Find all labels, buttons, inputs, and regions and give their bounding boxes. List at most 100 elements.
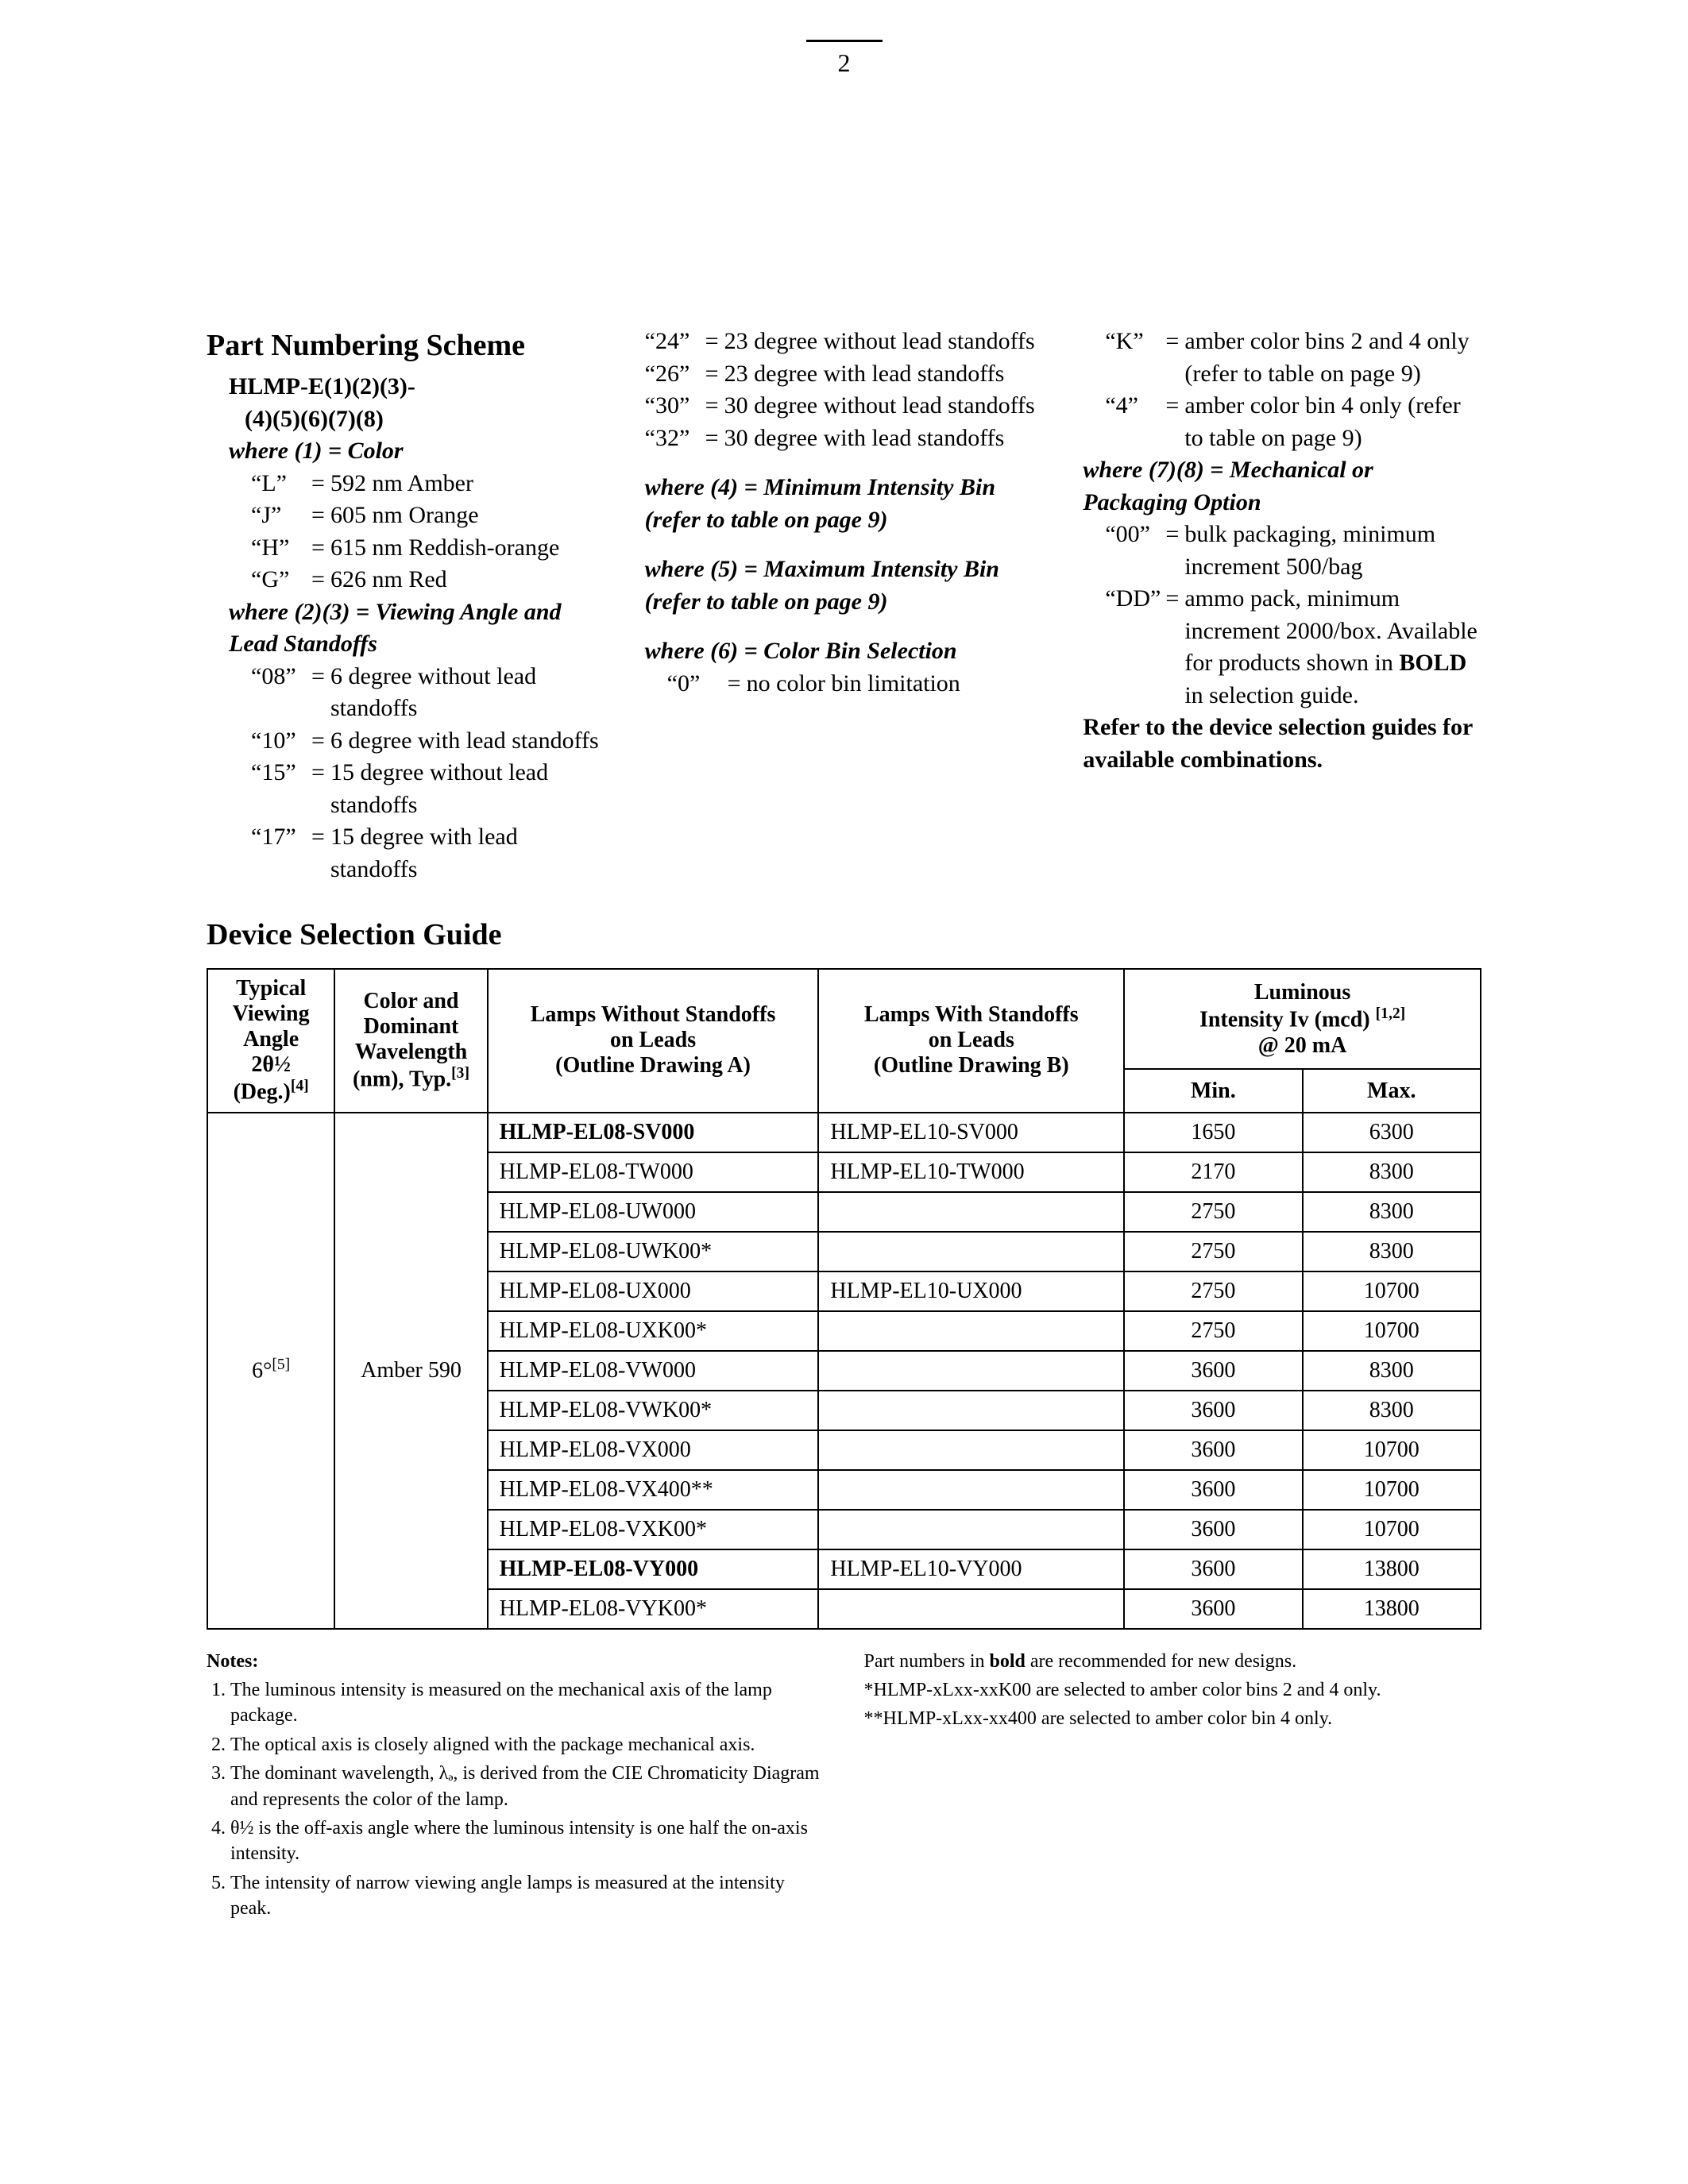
table-row: 6°[5]Amber 590HLMP-EL08-SV000HLMP-EL10-S…: [207, 1113, 1481, 1152]
col-3: “K”=amber color bins 2 and 4 only (refer…: [1083, 326, 1481, 886]
cell-pn-b: [818, 1391, 1124, 1430]
cell-pn-a: HLMP-EL08-UW000: [488, 1192, 819, 1232]
cell-pn-b: [818, 1470, 1124, 1510]
where-23-list-b: “24”=23 degree without lead standoffs“26…: [645, 326, 1044, 454]
cell-pn-b: [818, 1351, 1124, 1391]
notes-r1-bold: bold: [989, 1651, 1025, 1672]
cell-min: 3600: [1124, 1470, 1302, 1510]
cell-pn-b: [818, 1192, 1124, 1232]
device-guide-title: Device Selection Guide: [207, 917, 1481, 952]
cell-pn-b: HLMP-EL10-TW000: [818, 1152, 1124, 1192]
notes-title: Notes:: [207, 1649, 825, 1674]
def-item: “30”=30 degree without lead standoffs: [645, 390, 1044, 423]
where-6-head: where (6) = Color Bin Selection: [645, 635, 1044, 668]
notes-wrap: Notes: The luminous intensity is measure…: [207, 1649, 1481, 1925]
def-item: “L”=592 nm Amber: [251, 468, 605, 500]
cell-pn-a: HLMP-EL08-VXK00*: [488, 1510, 819, 1549]
def-item: “32”=30 degree with lead standoffs: [645, 423, 1044, 455]
cell-min: 3600: [1124, 1510, 1302, 1549]
def-item: “00”=bulk packaging, minimum increment 5…: [1105, 519, 1481, 583]
cell-pn-b: [818, 1589, 1124, 1629]
th-with-standoffs: Lamps With Standoffs on Leads (Outline D…: [818, 969, 1124, 1112]
cell-max: 10700: [1303, 1470, 1481, 1510]
notes-list: The luminous intensity is measured on th…: [207, 1677, 825, 1922]
where-4-head: where (4) = Minimum Intensity Bin (refer…: [645, 472, 1044, 536]
hlmp-line-1: HLMP-E(1)(2)(3)-: [229, 371, 605, 403]
notes-right: Part numbers in bold are recommended for…: [864, 1649, 1482, 1925]
cell-pn-b: [818, 1311, 1124, 1351]
th-angle: Typical Viewing Angle 2θ½ (Deg.)[4]: [207, 969, 334, 1112]
cell-pn-a: HLMP-EL08-SV000: [488, 1113, 819, 1152]
cell-pn-b: HLMP-EL10-SV000: [818, 1113, 1124, 1152]
cell-min: 3600: [1124, 1430, 1302, 1470]
def-item: “J”=605 nm Orange: [251, 500, 605, 532]
th-max: Max.: [1303, 1069, 1481, 1112]
def-item: “K”=amber color bins 2 and 4 only (refer…: [1105, 326, 1481, 390]
cell-max: 6300: [1303, 1113, 1481, 1152]
th-luminous: Luminous Intensity Iv (mcd) [1,2] @ 20 m…: [1124, 969, 1481, 1069]
cell-min: 2170: [1124, 1152, 1302, 1192]
part-numbering-columns: Part Numbering Scheme HLMP-E(1)(2)(3)- (…: [207, 326, 1481, 886]
cell-min: 3600: [1124, 1549, 1302, 1589]
cell-pn-a: HLMP-EL08-UXK00*: [488, 1311, 819, 1351]
where-23-list-a: “08”=6 degree without lead standoffs“10”…: [251, 661, 605, 886]
where-78-list: “00”=bulk packaging, minimum increment 5…: [1105, 519, 1481, 712]
def-item: “26”=23 degree with lead standoffs: [645, 358, 1044, 391]
cell-pn-a: HLMP-EL08-VX400**: [488, 1470, 819, 1510]
def-item: “08”=6 degree without lead standoffs: [251, 661, 605, 725]
th-min: Min.: [1124, 1069, 1302, 1112]
note-item: θ½ is the off-axis angle where the lumin…: [230, 1815, 825, 1867]
cell-pn-a: HLMP-EL08-VX000: [488, 1430, 819, 1470]
cell-max: 13800: [1303, 1589, 1481, 1629]
notes-r1-post: are recommended for new designs.: [1026, 1651, 1296, 1672]
cell-color: Amber 590: [334, 1113, 487, 1629]
where-6-list-a: “0”=no color bin limitation: [667, 668, 1044, 700]
def-item: “24”=23 degree without lead standoffs: [645, 326, 1044, 358]
cell-max: 10700: [1303, 1271, 1481, 1311]
cell-pn-a: HLMP-EL08-UWK00*: [488, 1232, 819, 1271]
th-without-standoffs: Lamps Without Standoffs on Leads (Outlin…: [488, 969, 819, 1112]
cell-min: 2750: [1124, 1192, 1302, 1232]
hlmp-line-2: (4)(5)(6)(7)(8): [245, 403, 605, 436]
cell-max: 8300: [1303, 1152, 1481, 1192]
table-head: Typical Viewing Angle 2θ½ (Deg.)[4] Colo…: [207, 969, 1481, 1112]
cell-max: 13800: [1303, 1549, 1481, 1589]
col-2: “24”=23 degree without lead standoffs“26…: [645, 326, 1044, 886]
def-item: “4”=amber color bin 4 only (refer to tab…: [1105, 390, 1481, 454]
def-item: “17”=15 degree with lead standoffs: [251, 821, 605, 886]
where-23-head: where (2)(3) = Viewing Angle and Lead St…: [229, 596, 605, 661]
cell-pn-a: HLMP-EL08-VY000: [488, 1549, 819, 1589]
def-item: “G”=626 nm Red: [251, 564, 605, 596]
cell-pn-a: HLMP-EL08-VWK00*: [488, 1391, 819, 1430]
cell-pn-a: HLMP-EL08-VW000: [488, 1351, 819, 1391]
where-1-list: “L”=592 nm Amber“J”=605 nm Orange“H”=615…: [251, 468, 605, 596]
cell-max: 10700: [1303, 1311, 1481, 1351]
notes-left: Notes: The luminous intensity is measure…: [207, 1649, 825, 1925]
cell-pn-b: HLMP-EL10-UX000: [818, 1271, 1124, 1311]
table-body: 6°[5]Amber 590HLMP-EL08-SV000HLMP-EL10-S…: [207, 1113, 1481, 1629]
page: 2 Part Numbering Scheme HLMP-E(1)(2)(3)-…: [0, 0, 1688, 2184]
cell-min: 3600: [1124, 1589, 1302, 1629]
cell-min: 1650: [1124, 1113, 1302, 1152]
note-item: The dominant wavelength, λₔ, is derived …: [230, 1761, 825, 1812]
cell-angle: 6°[5]: [207, 1113, 334, 1629]
notes-r2: *HLMP-xLxx-xxK00 are selected to amber c…: [864, 1677, 1482, 1703]
section-title: Part Numbering Scheme: [207, 326, 605, 366]
cell-pn-a: HLMP-EL08-TW000: [488, 1152, 819, 1192]
cell-pn-a: HLMP-EL08-VYK00*: [488, 1589, 819, 1629]
cell-pn-b: [818, 1232, 1124, 1271]
where-1-head: where (1) = Color: [229, 435, 605, 468]
cell-min: 3600: [1124, 1391, 1302, 1430]
cell-pn-a: HLMP-EL08-UX000: [488, 1271, 819, 1311]
where-5-head: where (5) = Maximum Intensity Bin (refer…: [645, 554, 1044, 618]
notes-r1-pre: Part numbers in: [864, 1651, 990, 1672]
selection-guide-table: Typical Viewing Angle 2θ½ (Deg.)[4] Colo…: [207, 968, 1481, 1629]
where-78-head: where (7)(8) = Mechanical or Packaging O…: [1083, 454, 1481, 519]
col-1: Part Numbering Scheme HLMP-E(1)(2)(3)- (…: [207, 326, 605, 886]
def-item: “15”=15 degree without lead standoffs: [251, 757, 605, 821]
cell-min: 2750: [1124, 1232, 1302, 1271]
cell-max: 8300: [1303, 1391, 1481, 1430]
def-item: “DD”=ammo pack, minimum increment 2000/b…: [1105, 583, 1481, 712]
def-item: “H”=615 nm Reddish-orange: [251, 532, 605, 565]
page-number: 2: [806, 40, 883, 78]
